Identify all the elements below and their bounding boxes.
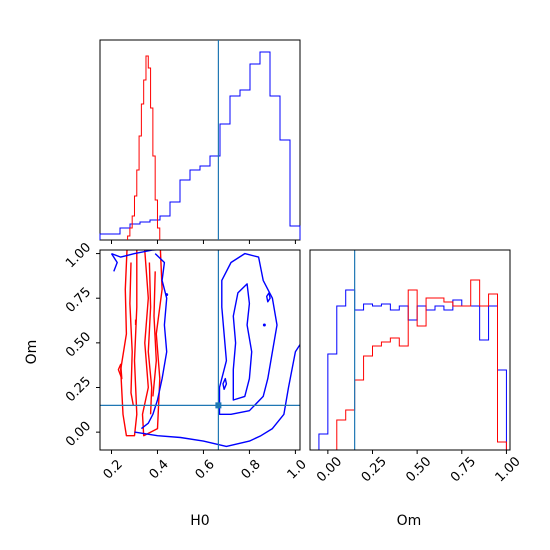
h0-hist-red	[127, 55, 161, 240]
truth-marker	[215, 402, 222, 409]
blue-contour-tiny-loop	[266, 292, 271, 303]
red-contour-blob	[117, 363, 123, 380]
blue-contour-right-outer	[218, 252, 278, 415]
blue-contour-small-loop	[222, 377, 228, 390]
blue-contour-top-left	[110, 253, 118, 272]
red-contour-outer-right	[141, 250, 163, 437]
om-hist-frame	[309, 249, 511, 451]
red-contour-inner-right	[152, 271, 157, 397]
red-contour-inner-left	[129, 262, 134, 406]
h0-hist-blue	[99, 51, 301, 240]
blue-contour-right-inner	[232, 283, 253, 401]
blue-contour-left-arc	[140, 253, 168, 430]
h0-hist-frame	[99, 39, 301, 241]
2d-frame	[99, 249, 301, 451]
blue-contour-top	[111, 250, 164, 258]
h0-histogram-panel	[99, 39, 301, 244]
blue-contour-bottom	[134, 343, 300, 448]
blue-dot	[262, 323, 266, 327]
red-contour-inner-mid	[147, 262, 153, 415]
red-contour-outer-left	[120, 250, 138, 437]
contour-group	[110, 250, 300, 448]
blue-dot-small	[165, 293, 169, 297]
y-axis-label-om: Om	[24, 340, 40, 365]
x-axis-label-om: Om	[397, 513, 422, 529]
x-axis-label-h0: H0	[190, 513, 209, 529]
